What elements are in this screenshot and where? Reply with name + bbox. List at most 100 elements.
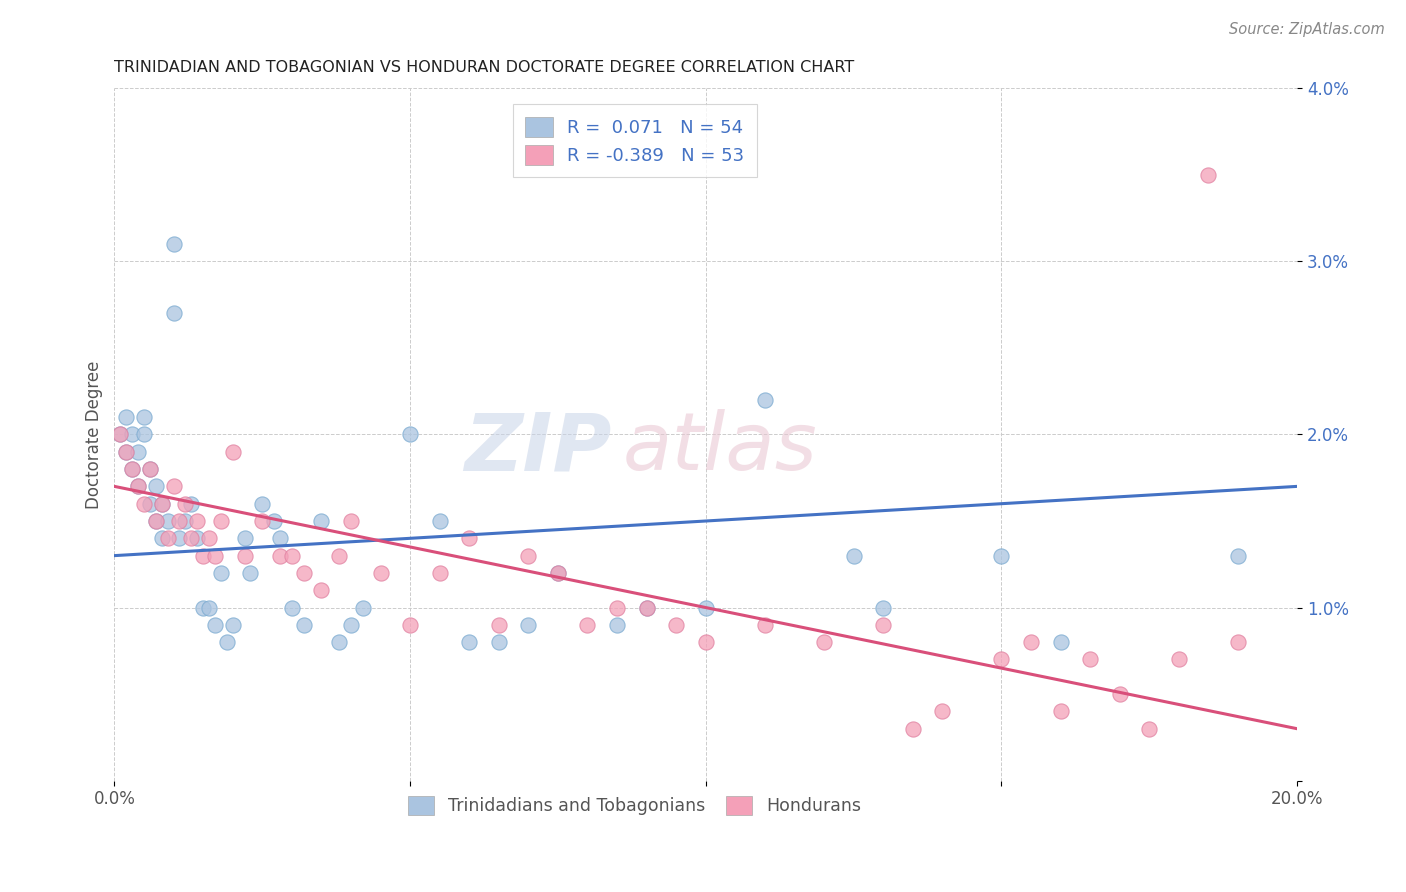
Point: [754, 392, 776, 407]
Point: [269, 549, 291, 563]
Point: [191, 549, 214, 563]
Point: [1108, 687, 1130, 701]
Point: [754, 618, 776, 632]
Point: [198, 600, 221, 615]
Point: [233, 531, 256, 545]
Point: [399, 618, 422, 632]
Y-axis label: Doctorate Degree: Doctorate Degree: [86, 360, 103, 508]
Point: [1137, 722, 1160, 736]
Point: [429, 514, 451, 528]
Point: [931, 705, 953, 719]
Point: [252, 497, 274, 511]
Point: [156, 514, 179, 528]
Point: [547, 566, 569, 580]
Text: TRINIDADIAN AND TOBAGONIAN VS HONDURAN DOCTORATE DEGREE CORRELATION CHART: TRINIDADIAN AND TOBAGONIAN VS HONDURAN D…: [114, 60, 855, 75]
Point: [458, 531, 481, 545]
Point: [150, 531, 173, 545]
Point: [209, 514, 232, 528]
Point: [488, 618, 510, 632]
Point: [139, 462, 162, 476]
Point: [121, 427, 143, 442]
Point: [636, 600, 658, 615]
Point: [636, 600, 658, 615]
Point: [665, 618, 688, 632]
Point: [162, 237, 184, 252]
Point: [204, 549, 226, 563]
Point: [139, 462, 162, 476]
Point: [121, 462, 143, 476]
Point: [263, 514, 285, 528]
Point: [110, 427, 132, 442]
Point: [269, 531, 291, 545]
Point: [872, 618, 894, 632]
Point: [239, 566, 262, 580]
Point: [990, 549, 1012, 563]
Point: [174, 514, 197, 528]
Point: [340, 514, 363, 528]
Point: [576, 618, 599, 632]
Point: [517, 618, 540, 632]
Point: [204, 618, 226, 632]
Point: [180, 531, 202, 545]
Point: [145, 514, 167, 528]
Point: [162, 479, 184, 493]
Point: [127, 479, 149, 493]
Text: Source: ZipAtlas.com: Source: ZipAtlas.com: [1229, 22, 1385, 37]
Point: [121, 462, 143, 476]
Point: [115, 444, 138, 458]
Point: [174, 497, 197, 511]
Point: [169, 514, 191, 528]
Point: [186, 514, 208, 528]
Point: [606, 600, 628, 615]
Point: [292, 566, 315, 580]
Point: [328, 635, 350, 649]
Point: [209, 566, 232, 580]
Point: [186, 531, 208, 545]
Point: [458, 635, 481, 649]
Point: [606, 618, 628, 632]
Point: [162, 306, 184, 320]
Text: atlas: atlas: [623, 409, 818, 487]
Point: [872, 600, 894, 615]
Point: [169, 531, 191, 545]
Point: [842, 549, 865, 563]
Point: [221, 444, 243, 458]
Point: [1226, 549, 1249, 563]
Point: [1049, 635, 1071, 649]
Point: [139, 497, 162, 511]
Point: [328, 549, 350, 563]
Point: [1078, 652, 1101, 666]
Point: [132, 427, 155, 442]
Point: [127, 444, 149, 458]
Point: [901, 722, 924, 736]
Point: [695, 600, 717, 615]
Point: [547, 566, 569, 580]
Point: [191, 600, 214, 615]
Point: [150, 497, 173, 511]
Point: [132, 410, 155, 425]
Point: [233, 549, 256, 563]
Point: [370, 566, 392, 580]
Point: [115, 410, 138, 425]
Point: [488, 635, 510, 649]
Point: [292, 618, 315, 632]
Point: [1197, 168, 1219, 182]
Point: [352, 600, 374, 615]
Point: [1226, 635, 1249, 649]
Point: [340, 618, 363, 632]
Point: [311, 514, 333, 528]
Point: [252, 514, 274, 528]
Point: [311, 583, 333, 598]
Point: [1167, 652, 1189, 666]
Point: [180, 497, 202, 511]
Point: [215, 635, 238, 649]
Point: [156, 531, 179, 545]
Point: [813, 635, 835, 649]
Point: [1049, 705, 1071, 719]
Point: [281, 549, 304, 563]
Point: [145, 514, 167, 528]
Point: [115, 444, 138, 458]
Point: [110, 427, 132, 442]
Point: [145, 479, 167, 493]
Point: [429, 566, 451, 580]
